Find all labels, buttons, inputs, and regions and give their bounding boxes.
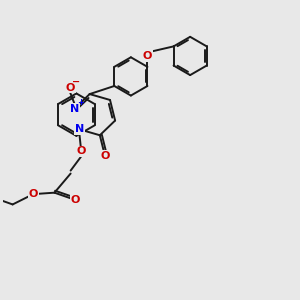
Text: +: + [77,98,84,107]
Text: O: O [143,51,152,61]
Text: O: O [76,146,86,156]
Text: O: O [28,189,38,199]
Text: N: N [75,124,84,134]
Text: O: O [100,151,110,161]
Text: O: O [71,195,80,205]
Text: O: O [65,82,75,93]
Text: N: N [70,104,79,114]
Text: −: − [72,77,80,87]
